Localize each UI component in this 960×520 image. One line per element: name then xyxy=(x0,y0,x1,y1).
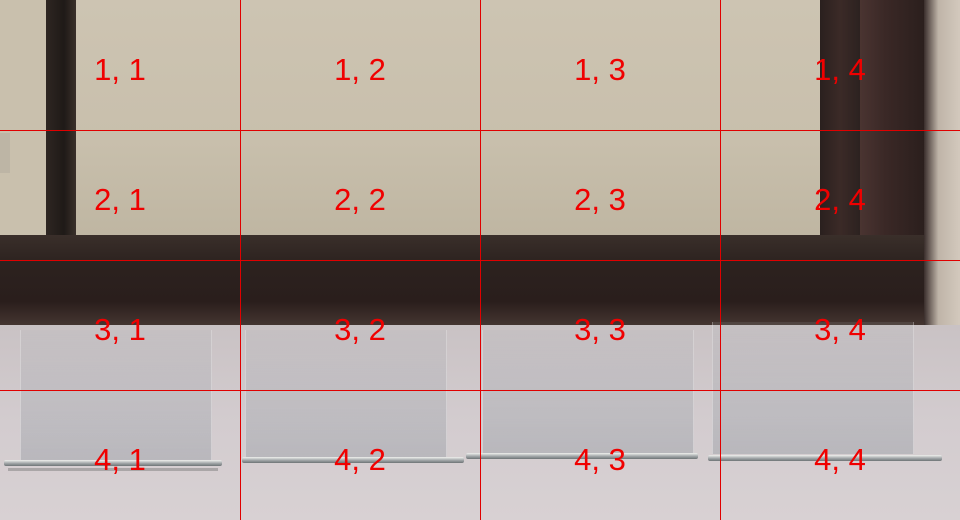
wall-left xyxy=(0,0,46,240)
wall-notch xyxy=(0,133,10,173)
wall-right xyxy=(924,0,960,330)
glass-slide xyxy=(482,330,694,454)
grid-label-r3c2: 3, 2 xyxy=(300,313,420,347)
grid-label-r1c2: 1, 2 xyxy=(300,53,420,87)
grid-label-r4c2: 4, 2 xyxy=(300,443,420,477)
glass-slide xyxy=(245,330,447,458)
grid-label-r1c3: 1, 3 xyxy=(540,53,660,87)
grid-label-r1c1: 1, 1 xyxy=(60,53,180,87)
grid-label-r3c3: 3, 3 xyxy=(540,313,660,347)
grid-label-r4c3: 4, 3 xyxy=(540,443,660,477)
grid-label-r3c1: 3, 1 xyxy=(60,313,180,347)
grid-label-r4c4: 4, 4 xyxy=(780,443,900,477)
window-pane xyxy=(76,0,820,235)
grid-label-r4c1: 4, 1 xyxy=(60,443,180,477)
grid-line-horizontal xyxy=(0,260,960,261)
grid-line-horizontal xyxy=(0,130,960,131)
grid-label-r2c4: 2, 4 xyxy=(780,183,900,217)
grid-label-r2c2: 2, 2 xyxy=(300,183,420,217)
grid-label-r3c4: 3, 4 xyxy=(780,313,900,347)
grid-label-r2c3: 2, 3 xyxy=(540,183,660,217)
grid-line-horizontal xyxy=(0,390,960,391)
grid-label-r2c1: 2, 1 xyxy=(60,183,180,217)
grid-label-r1c4: 1, 4 xyxy=(780,53,900,87)
